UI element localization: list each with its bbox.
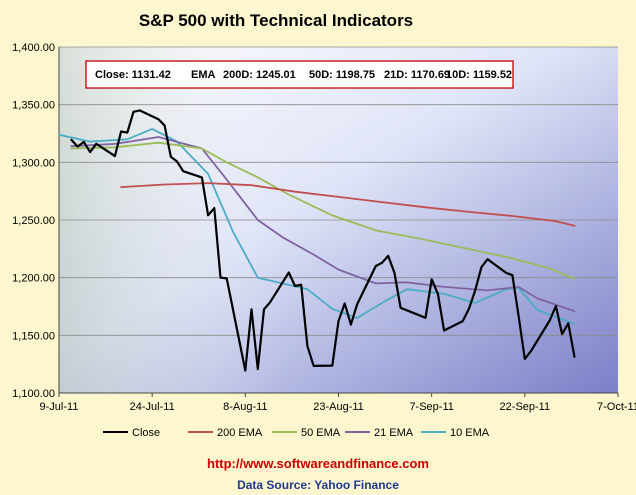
info-ema21: 21D: 1170.69	[384, 69, 450, 81]
x-tick-label: 8-Aug-11	[223, 401, 267, 413]
footer-url[interactable]: http://www.softwareandfinance.com	[207, 456, 429, 471]
x-tick-label: 7-Sep-11	[409, 401, 453, 413]
chart-title: S&P 500 with Technical Indicators	[139, 11, 413, 30]
info-ema50: 50D: 1198.75	[309, 69, 375, 81]
legend-label-10-ema: 10 EMA	[450, 427, 490, 439]
legend: Close 200 EMA 50 EMA 21 EMA 10 EMA	[103, 427, 490, 439]
legend-label-200-ema: 200 EMA	[217, 427, 263, 439]
y-tick-label: 1,100.00	[12, 388, 55, 400]
info-box: Close: 1131.42 EMA 200D: 1245.01 50D: 11…	[85, 60, 514, 89]
x-tick-label: 22-Sep-11	[500, 401, 551, 413]
y-tick-label: 1,250.00	[12, 215, 55, 227]
legend-label-21-ema: 21 EMA	[374, 427, 414, 439]
x-tick-label: 7-Oct-11	[597, 401, 636, 413]
info-ema-label: EMA	[191, 69, 216, 81]
y-tick-label: 1,350.00	[12, 100, 55, 112]
y-tick-label: 1,150.00	[12, 330, 55, 342]
series-line-50-ema	[70, 141, 576, 280]
footer-source: Data Source: Yahoo Finance	[237, 478, 399, 492]
y-tick-label: 1,300.00	[12, 157, 55, 169]
info-ema10: 10D: 1159.52	[446, 69, 512, 81]
x-axis: 9-Jul-11 24-Jul-11 8-Aug-11 23-Aug-11 7-Sep-…	[40, 393, 636, 413]
legend-label-50-ema: 50 EMA	[301, 427, 341, 439]
legend-label-close: Close	[132, 427, 160, 439]
series-line-10-ema	[58, 127, 576, 325]
series-line-close	[70, 109, 576, 372]
y-tick-label: 1,400.00	[12, 42, 55, 54]
y-tick-label: 1,200.00	[12, 273, 55, 285]
series-line-200-ema	[120, 182, 576, 227]
y-axis: 1,100.00 1,150.00 1,200.00 1,250.00 1,300.00…	[12, 42, 55, 400]
info-ema200: 200D: 1245.01	[223, 69, 296, 81]
info-close: Close: 1131.42	[95, 69, 171, 81]
series-layer	[58, 109, 576, 372]
x-tick-label: 9-Jul-11	[40, 401, 79, 413]
x-tick-label: 23-Aug-11	[313, 401, 364, 413]
x-tick-label: 24-Jul-11	[130, 401, 175, 413]
series-line-21-ema	[70, 136, 576, 313]
